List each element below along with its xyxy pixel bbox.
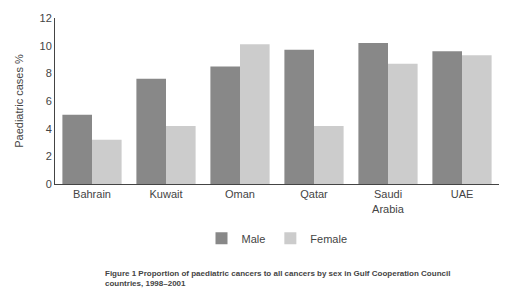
- svg-text:SaudiArabia: SaudiArabia: [372, 188, 405, 214]
- svg-text:0: 0: [46, 178, 52, 190]
- svg-text:UAE: UAE: [451, 188, 474, 200]
- svg-text:8: 8: [46, 67, 52, 79]
- svg-text:2: 2: [46, 150, 52, 162]
- svg-text:Oman: Oman: [225, 188, 255, 200]
- svg-text:10: 10: [40, 40, 52, 52]
- svg-text:Female: Female: [310, 233, 347, 245]
- svg-text:Paediatric cases %: Paediatric cases %: [13, 54, 25, 148]
- svg-text:Bahrain: Bahrain: [73, 188, 111, 200]
- svg-text:6: 6: [46, 95, 52, 107]
- svg-text:Qatar: Qatar: [300, 188, 328, 200]
- svg-text:Figure 1 Proportion of paediat: Figure 1 Proportion of paediatric cancer…: [105, 269, 450, 288]
- svg-text:Male: Male: [242, 233, 266, 245]
- svg-text:4: 4: [46, 123, 52, 135]
- svg-text:Kuwait: Kuwait: [149, 188, 182, 200]
- svg-text:12: 12: [40, 12, 52, 24]
